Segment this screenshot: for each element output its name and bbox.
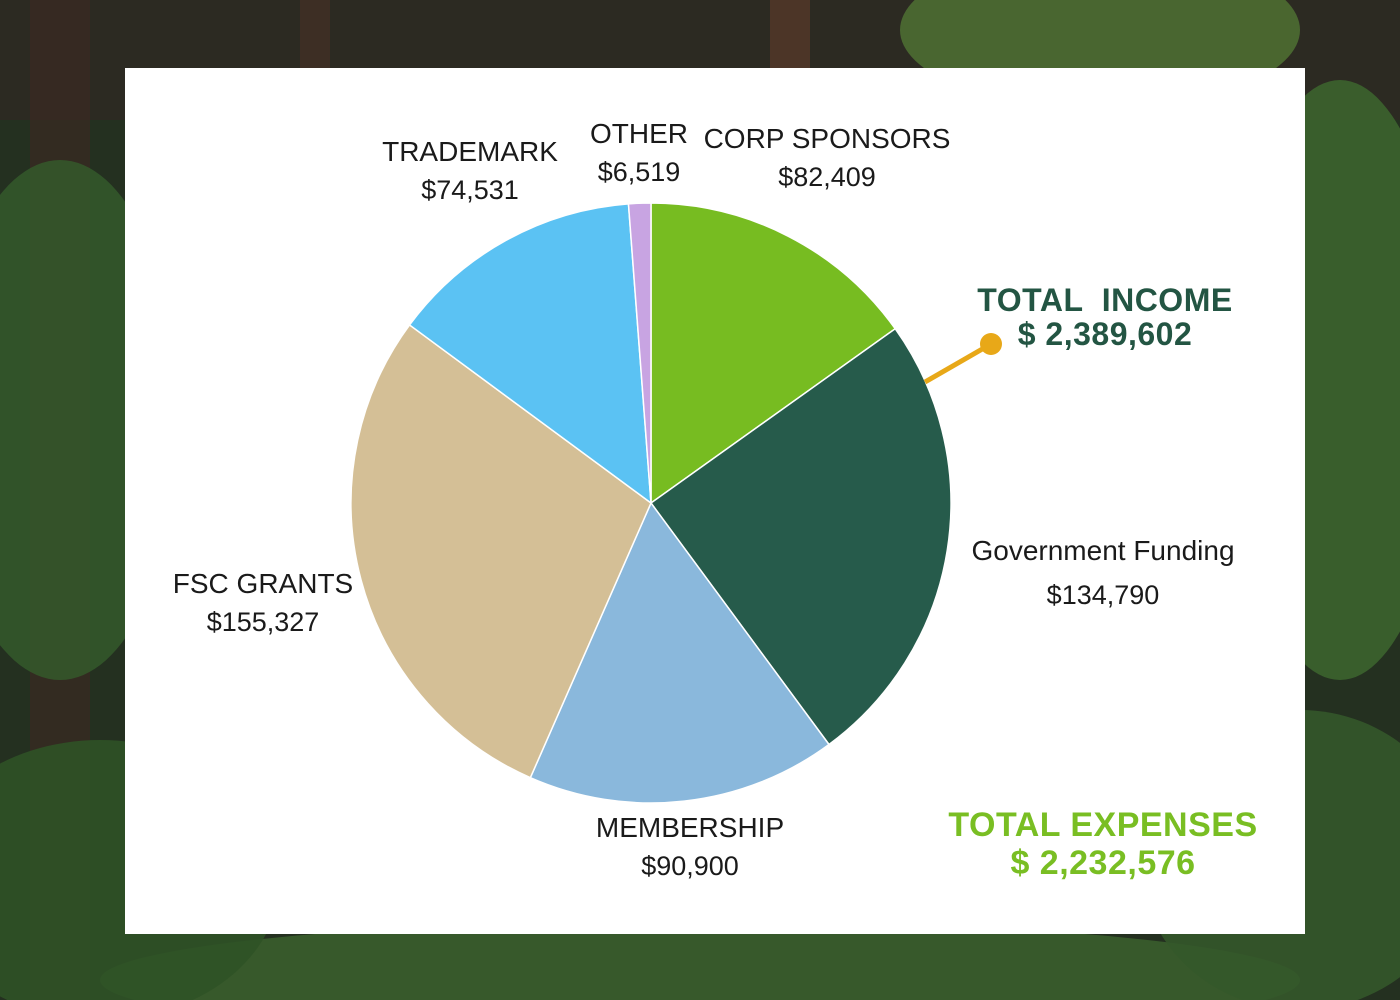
income-pointer	[923, 333, 1002, 385]
slice-label-corp-sponsors-name: CORP SPONSORS	[703, 123, 951, 154]
slice-label-government-funding-name: Government Funding	[971, 535, 1235, 566]
slice-label-government-funding-value: $134,790	[1046, 580, 1160, 610]
slice-label-fsc-grants-value: $155,327	[206, 607, 320, 637]
pie-chart	[350, 202, 1002, 804]
slice-label-trademark-value: $74,531	[421, 175, 519, 205]
pie-slice-membership	[529, 501, 831, 804]
pie-slice-other	[627, 202, 652, 504]
total-income-block: TOTAL INCOME $ 2,389,602	[977, 283, 1232, 351]
total-income-value: $ 2,389,602	[1017, 316, 1193, 352]
total-expenses-label: TOTAL EXPENSES	[948, 806, 1258, 844]
slice-label-corp-sponsors: CORP SPONSORS $82,409	[704, 120, 951, 196]
slice-label-membership: MEMBERSHIP $90,900	[596, 809, 784, 885]
pie-slice-corp-sponsors	[650, 202, 897, 505]
chart-panel: TRADEMARK $74,531 OTHER $6,519 CORP SPON…	[125, 68, 1305, 934]
slice-label-membership-name: MEMBERSHIP	[595, 812, 785, 843]
pie-slice-fsc-grants	[350, 323, 652, 779]
total-expenses-block: TOTAL EXPENSES $ 2,232,576	[948, 806, 1257, 882]
slice-label-trademark: TRADEMARK $74,531	[382, 133, 558, 209]
slice-label-other-value: $6,519	[597, 157, 681, 187]
slice-label-government-funding: Government Funding $134,790	[971, 532, 1234, 614]
slice-label-other: OTHER $6,519	[590, 115, 688, 191]
slice-label-fsc-grants: FSC GRANTS $155,327	[173, 565, 353, 641]
slice-label-other-name: OTHER	[590, 118, 688, 149]
income-pointer-dot	[980, 333, 1002, 355]
total-income-label: TOTAL INCOME	[977, 282, 1233, 318]
income-pointer-line	[923, 341, 993, 385]
slice-label-fsc-grants-name: FSC GRANTS	[172, 568, 354, 599]
slice-label-trademark-name: TRADEMARK	[382, 136, 558, 167]
slice-label-corp-sponsors-value: $82,409	[778, 162, 876, 192]
pie-slice-trademark	[408, 203, 652, 505]
slice-label-membership-value: $90,900	[641, 851, 739, 881]
total-expenses-value: $ 2,232,576	[1010, 844, 1196, 882]
